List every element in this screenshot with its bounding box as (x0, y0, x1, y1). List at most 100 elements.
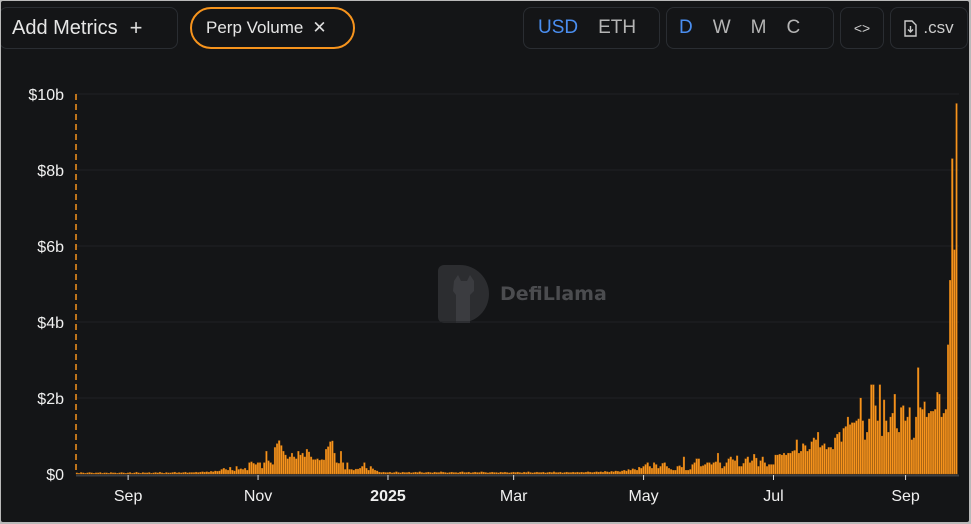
bar[interactable] (738, 466, 741, 475)
bar[interactable] (450, 471, 453, 475)
bar[interactable] (346, 462, 349, 475)
bar[interactable] (269, 462, 272, 475)
bar[interactable] (774, 454, 777, 475)
bar[interactable] (770, 464, 773, 475)
bar[interactable] (710, 464, 713, 475)
bar[interactable] (493, 472, 496, 475)
bar[interactable] (425, 472, 428, 475)
bar[interactable] (529, 472, 532, 475)
bar[interactable] (374, 470, 377, 475)
bar[interactable] (484, 472, 487, 475)
bar[interactable] (619, 471, 622, 475)
bar[interactable] (591, 472, 594, 475)
bar[interactable] (876, 420, 879, 475)
bar[interactable] (512, 471, 515, 475)
bar[interactable] (190, 472, 193, 475)
bar[interactable] (148, 472, 151, 475)
bar[interactable] (154, 472, 157, 475)
bar[interactable] (880, 435, 883, 475)
bar[interactable] (808, 449, 811, 475)
bar[interactable] (95, 472, 98, 475)
bar[interactable] (878, 384, 881, 475)
bar[interactable] (92, 473, 95, 475)
bar[interactable] (118, 472, 121, 475)
bar[interactable] (932, 411, 935, 475)
bar[interactable] (227, 470, 230, 475)
bar[interactable] (254, 464, 257, 475)
bar[interactable] (75, 472, 78, 475)
bar[interactable] (386, 472, 389, 475)
bar[interactable] (229, 467, 232, 475)
bar[interactable] (461, 471, 464, 475)
bar[interactable] (821, 445, 824, 475)
bar[interactable] (832, 449, 835, 475)
bar[interactable] (231, 470, 234, 475)
bar[interactable] (604, 471, 607, 475)
bar[interactable] (940, 416, 943, 475)
bar[interactable] (163, 473, 166, 475)
bar[interactable] (161, 472, 164, 475)
bar[interactable] (546, 472, 549, 475)
bar[interactable] (474, 471, 477, 475)
bar[interactable] (561, 472, 564, 475)
bar[interactable] (844, 426, 847, 475)
add-metrics-button[interactable]: Add Metrics + (1, 7, 178, 49)
bar[interactable] (454, 472, 457, 475)
bar[interactable] (846, 416, 849, 475)
bar[interactable] (842, 428, 845, 475)
bar[interactable] (476, 472, 479, 475)
bar[interactable] (282, 451, 285, 475)
bar[interactable] (497, 472, 500, 475)
bar[interactable] (612, 471, 615, 475)
bar[interactable] (951, 158, 954, 475)
bar[interactable] (427, 471, 430, 475)
bar[interactable] (535, 471, 538, 475)
bar[interactable] (734, 460, 737, 475)
bar[interactable] (235, 466, 238, 475)
bar[interactable] (817, 432, 820, 475)
bar[interactable] (316, 458, 319, 475)
bar[interactable] (716, 452, 719, 475)
bar[interactable] (787, 452, 790, 475)
bar[interactable] (584, 471, 587, 475)
bar[interactable] (218, 470, 221, 475)
bar[interactable] (874, 405, 877, 475)
bar[interactable] (314, 459, 317, 475)
bar[interactable] (819, 447, 822, 475)
bar[interactable] (902, 405, 905, 475)
bar[interactable] (192, 472, 195, 475)
bar[interactable] (273, 447, 276, 475)
bar[interactable] (152, 472, 155, 475)
bar[interactable] (457, 472, 460, 475)
bar[interactable] (646, 462, 649, 475)
bar[interactable] (101, 473, 104, 475)
bar[interactable] (857, 418, 860, 475)
bar[interactable] (508, 472, 511, 475)
bar[interactable] (384, 472, 387, 475)
bar[interactable] (574, 472, 577, 475)
bar[interactable] (680, 467, 683, 475)
period-cumulative-button[interactable]: C (786, 17, 801, 38)
bar[interactable] (482, 471, 485, 475)
bar[interactable] (489, 472, 492, 475)
bar[interactable] (580, 471, 583, 475)
bar[interactable] (391, 472, 394, 475)
bar[interactable] (205, 471, 208, 475)
bar[interactable] (361, 466, 364, 475)
bar[interactable] (823, 443, 826, 475)
bar[interactable] (714, 461, 717, 475)
bar[interactable] (237, 469, 240, 475)
bar[interactable] (399, 472, 402, 475)
bar[interactable] (719, 462, 722, 475)
bar[interactable] (131, 473, 134, 475)
bar[interactable] (82, 472, 85, 475)
bar[interactable] (949, 280, 952, 475)
bar[interactable] (759, 460, 762, 475)
bar[interactable] (704, 464, 707, 475)
bar[interactable] (900, 407, 903, 475)
bar[interactable] (548, 471, 551, 475)
bar[interactable] (322, 459, 325, 475)
bar[interactable] (327, 446, 330, 475)
period-monthly-button[interactable]: M (750, 17, 767, 38)
bar[interactable] (919, 407, 922, 475)
